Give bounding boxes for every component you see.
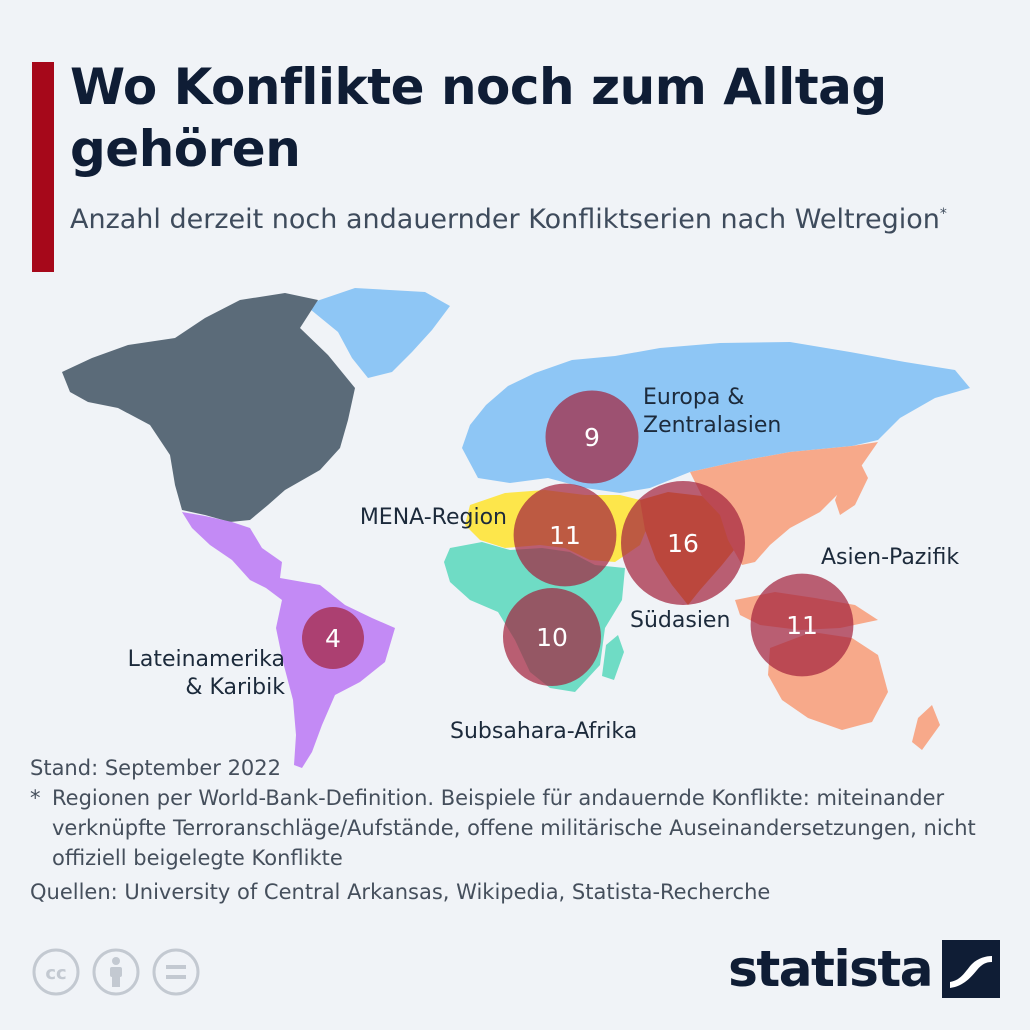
region-label-line: Zentralasien xyxy=(643,413,781,438)
region-north-america xyxy=(62,293,355,522)
madagascar-shape xyxy=(602,635,624,680)
region-label-line: MENA-Region xyxy=(360,505,507,530)
brand: statista xyxy=(728,940,1000,998)
region-label-region-1: MENA-Region xyxy=(360,505,507,530)
region-label-line: Asien-Pazifik xyxy=(821,545,959,570)
bubble-layer: 9 11 16 11 10 4 xyxy=(302,390,854,686)
license-icons: cc xyxy=(32,948,200,996)
greenland-shape xyxy=(305,288,450,378)
region-label-region-4: Subsahara-Afrika xyxy=(450,719,637,744)
cc-icon[interactable]: cc xyxy=(32,948,80,996)
subtitle-text: Anzahl derzeit noch andauernder Konflikt… xyxy=(70,204,940,235)
region-label-line: Subsahara-Afrika xyxy=(450,719,637,744)
conflict-count-region-5: 4 xyxy=(325,624,341,653)
no-derivatives-icon[interactable] xyxy=(152,948,200,996)
sources-note: Quellen: University of Central Arkansas,… xyxy=(30,880,771,904)
footnote-text: Regionen per World-Bank-Definition. Beis… xyxy=(52,786,976,870)
svg-text:cc: cc xyxy=(45,963,66,984)
page-subtitle: Anzahl derzeit noch andauernder Konflikt… xyxy=(70,200,970,240)
conflict-count-region-4: 10 xyxy=(536,623,568,652)
page-title: Wo Konflikte noch zum Alltag gehören xyxy=(70,58,887,178)
region-label-region-0: Europa & Zentralasien xyxy=(643,385,781,438)
conflict-bubble-region-3 xyxy=(750,573,854,677)
conflict-count-region-0: 9 xyxy=(584,423,600,452)
accent-bar xyxy=(32,62,54,272)
footnote-mark: * xyxy=(30,786,41,810)
subtitle-footnote-mark: * xyxy=(939,206,947,222)
stand-note: Stand: September 2022 xyxy=(30,756,282,780)
conflict-bubble-region-5 xyxy=(302,607,364,669)
attribution-icon[interactable] xyxy=(92,948,140,996)
conflict-bubble-region-0 xyxy=(545,390,639,484)
conflict-count-region-1: 11 xyxy=(549,521,581,550)
conflict-count-region-3: 11 xyxy=(786,611,818,640)
conflict-count-region-2: 16 xyxy=(667,529,699,558)
region-label-region-2: Südasien xyxy=(630,608,730,633)
region-label-line: Europa & xyxy=(643,385,744,410)
notes: Stand: September 2022 * Regionen per Wor… xyxy=(30,753,990,907)
world-map: 9 11 16 11 10 4 Europa & Zentralasien MENA-Regi… xyxy=(62,288,970,768)
japan-shape xyxy=(835,458,868,515)
conflict-bubble-region-1 xyxy=(513,483,617,587)
region-latin-america xyxy=(182,512,395,768)
label-layer: Europa & Zentralasien MENA-Region Südasien A… xyxy=(128,385,960,744)
conflict-bubble-region-4 xyxy=(503,588,601,686)
conflict-bubble-region-2 xyxy=(621,481,745,605)
region-label-line: & Karibik xyxy=(185,675,285,700)
region-label-region-5: Lateinamerika & Karibik xyxy=(128,647,286,700)
region-label-region-3: Asien-Pazifik xyxy=(821,545,959,570)
region-label-line: Lateinamerika xyxy=(128,647,285,672)
new-zealand-shape xyxy=(912,705,940,750)
brand-name[interactable]: statista xyxy=(728,940,933,998)
statista-logo-icon xyxy=(942,940,1000,998)
region-label-line: Südasien xyxy=(630,608,730,633)
footnote: * Regionen per World-Bank-Definition. Be… xyxy=(30,783,990,873)
